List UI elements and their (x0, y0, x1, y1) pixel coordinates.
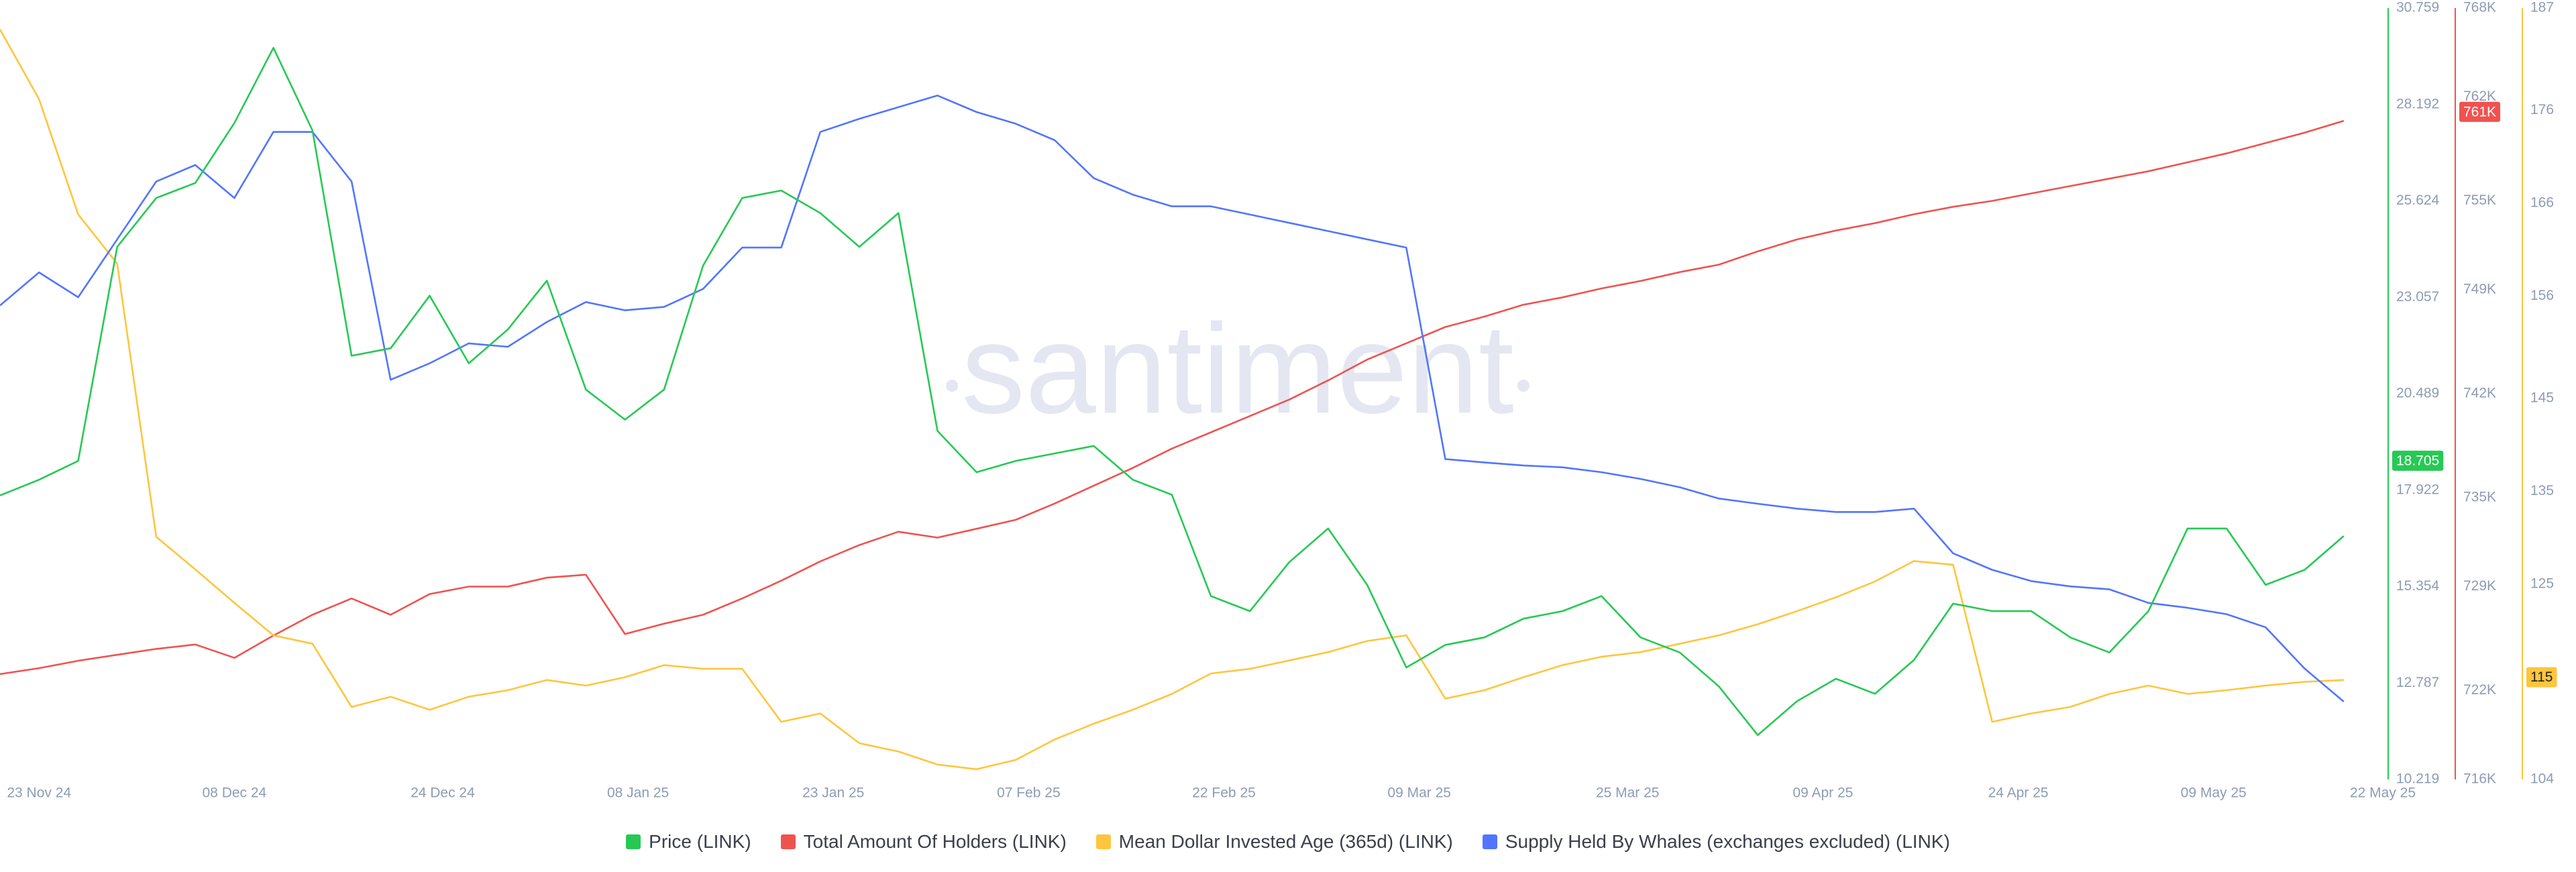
y-tick-label: 12.787 (2396, 675, 2439, 690)
y-tick-label: 125 (2530, 576, 2554, 592)
legend-swatch (780, 834, 796, 849)
y-tick-label: 729K (2463, 578, 2496, 594)
y-tick-label: 28.192 (2396, 96, 2439, 111)
x-tick-label: 25 Mar 25 (1596, 785, 1660, 801)
series-line (0, 119, 2345, 675)
legend-label: Mean Dollar Invested Age (365d) (LINK) (1118, 831, 1453, 852)
chart: santiment 10.219 12.787 15.354 17.922 20.489… (0, 0, 2557, 801)
watermark-dot (946, 380, 959, 392)
y-tick-label: 20.489 (2396, 386, 2439, 401)
x-tick-label: 09 Apr 25 (1792, 785, 1853, 801)
x-tick-label: 08 Dec 24 (203, 785, 267, 801)
x-tick-label: 23 Nov 24 (7, 785, 71, 801)
y-tick-label: 145 (2530, 390, 2554, 405)
legend: Price (LINK) Total Amount Of Holders (LIN… (0, 826, 2576, 857)
x-tick-label: 07 Feb 25 (997, 785, 1061, 801)
watermark-dot (1517, 380, 1529, 392)
legend-item[interactable]: Total Amount Of Holders (LINK) (780, 831, 1067, 853)
x-tick-label: 24 Dec 24 (411, 785, 475, 801)
y-tick-label: 23.057 (2396, 289, 2439, 305)
x-tick-label: 08 Jan 25 (607, 785, 669, 801)
x-tick-label: 09 Mar 25 (1387, 785, 1451, 801)
y-tick-label: 156 (2530, 288, 2554, 303)
series-line (0, 29, 2344, 771)
legend-label: Total Amount Of Holders (LINK) (803, 831, 1067, 852)
series-line (0, 47, 2345, 737)
y-tick-label: 176 (2530, 102, 2554, 117)
value-badge-bg (2526, 667, 2557, 688)
legend-item[interactable]: Price (LINK) (626, 831, 751, 853)
value-badge-bg (2459, 101, 2501, 122)
value-badge: 761K (2459, 101, 2501, 122)
y-tick-label: 25.624 (2396, 193, 2440, 208)
y-tick-label: 30.759 (2396, 0, 2439, 15)
x-tick-label: 23 Jan 25 (802, 785, 864, 801)
y-tick-label: 104 (2530, 771, 2554, 787)
value-badge: 18.705 (2392, 450, 2444, 471)
x-tick-label: 22 Feb 25 (1192, 785, 1256, 801)
legend-swatch (626, 834, 641, 849)
y-tick-label: 166 (2530, 195, 2554, 211)
legend-swatch (1095, 834, 1111, 849)
y-tick-label: 135 (2530, 483, 2554, 498)
y-tick-label: 17.922 (2396, 482, 2439, 497)
value-badge-label: 115 (2530, 669, 2553, 685)
value-badge-bg (2392, 450, 2444, 471)
value-badge: 115 (2526, 667, 2557, 688)
y-tick-label: 187 (2530, 0, 2554, 15)
legend-item[interactable]: Supply Held By Whales (exchanges exclude… (1482, 831, 1950, 853)
y-tick-label: 768K (2463, 0, 2496, 15)
y-tick-label: 15.354 (2396, 578, 2440, 594)
legend-swatch (1482, 834, 1497, 849)
y-tick-label: 722K (2463, 682, 2496, 698)
legend-label: Supply Held By Whales (exchanges exclude… (1505, 831, 1950, 852)
y-tick-label: 10.219 (2396, 771, 2439, 787)
legend-label: Price (LINK) (649, 831, 751, 852)
y-tick-label: 755K (2463, 193, 2496, 208)
value-badge-label: 761K (2463, 104, 2496, 119)
y-tick-label: 762K (2463, 89, 2496, 104)
series-line (0, 95, 2345, 702)
legend-item[interactable]: Mean Dollar Invested Age (365d) (LINK) (1095, 831, 1453, 853)
x-tick-label: 09 May 25 (2181, 785, 2247, 801)
watermark: santiment (961, 298, 1514, 440)
y-tick-label: 716K (2463, 771, 2496, 787)
value-badge-label: 18.705 (2396, 453, 2439, 468)
y-tick-label: 742K (2463, 386, 2496, 401)
x-tick-label: 24 Apr 25 (1988, 785, 2049, 801)
y-tick-label: 749K (2463, 282, 2496, 297)
x-tick-label: 22 May 25 (2350, 785, 2416, 801)
y-tick-label: 735K (2463, 489, 2496, 504)
